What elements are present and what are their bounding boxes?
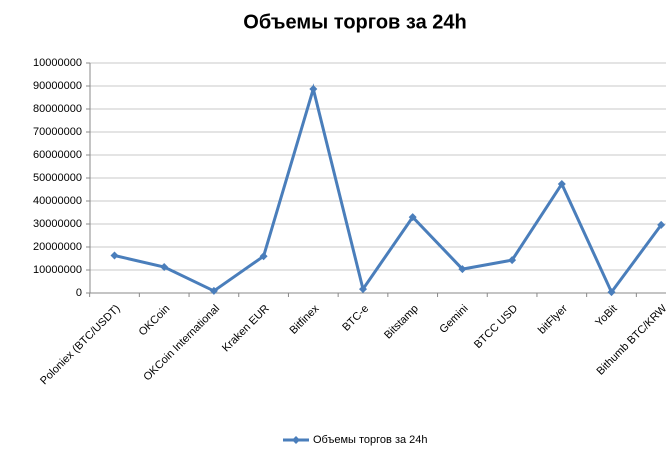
x-tick-label: Poloniex (BTC/USDT): [38, 303, 123, 388]
x-tick-label: Bitstamp: [382, 303, 421, 342]
x-tick-label: BTC-e: [340, 303, 371, 334]
marker: [292, 436, 300, 444]
y-tick-label: 0: [76, 287, 82, 299]
marker: [408, 213, 417, 222]
y-tick-label: 20000000: [33, 241, 82, 253]
x-tick-label: Bitfinex: [287, 302, 321, 336]
marker: [359, 285, 367, 294]
y-tick-label: 70000000: [33, 126, 82, 138]
marker: [607, 288, 616, 297]
chart-title: Объемы торгов за 24h: [243, 11, 466, 33]
x-tick-label: Gemini: [437, 303, 470, 336]
x-tick-label: YoBit: [593, 303, 619, 329]
marker: [657, 220, 666, 229]
marker: [557, 179, 566, 188]
marker: [309, 84, 318, 93]
marker: [508, 256, 517, 265]
marker: [259, 252, 268, 261]
y-tick-label: 10000000: [33, 264, 82, 276]
y-tick-label: 90000000: [33, 80, 82, 92]
y-tick-label: 60000000: [33, 149, 82, 161]
y-tick-label: 30000000: [33, 218, 82, 230]
marker: [110, 251, 119, 260]
marker: [160, 263, 169, 272]
marker: [209, 286, 218, 295]
marker: [458, 265, 467, 274]
x-tick-label: BTCC USD: [472, 303, 520, 351]
y-tick-label: 80000000: [33, 103, 82, 115]
line: [114, 83, 663, 296]
x-tick-label: bitFlyer: [536, 302, 570, 336]
x-tick-label: OKCoin: [137, 303, 173, 339]
x-tick-label: Kraken EUR: [220, 303, 272, 355]
y-tick-label: 10000000: [33, 57, 82, 69]
y-tick-label: 40000000: [33, 195, 82, 207]
legend-label: Объемы торгов за 24h: [313, 434, 428, 446]
y-tick-label: 50000000: [33, 172, 82, 184]
